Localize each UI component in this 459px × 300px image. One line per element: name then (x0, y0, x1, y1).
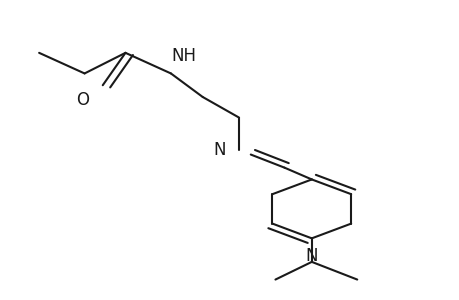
Text: NH: NH (171, 46, 196, 64)
Text: N: N (213, 141, 225, 159)
Text: O: O (76, 91, 89, 109)
Text: N: N (305, 247, 317, 265)
